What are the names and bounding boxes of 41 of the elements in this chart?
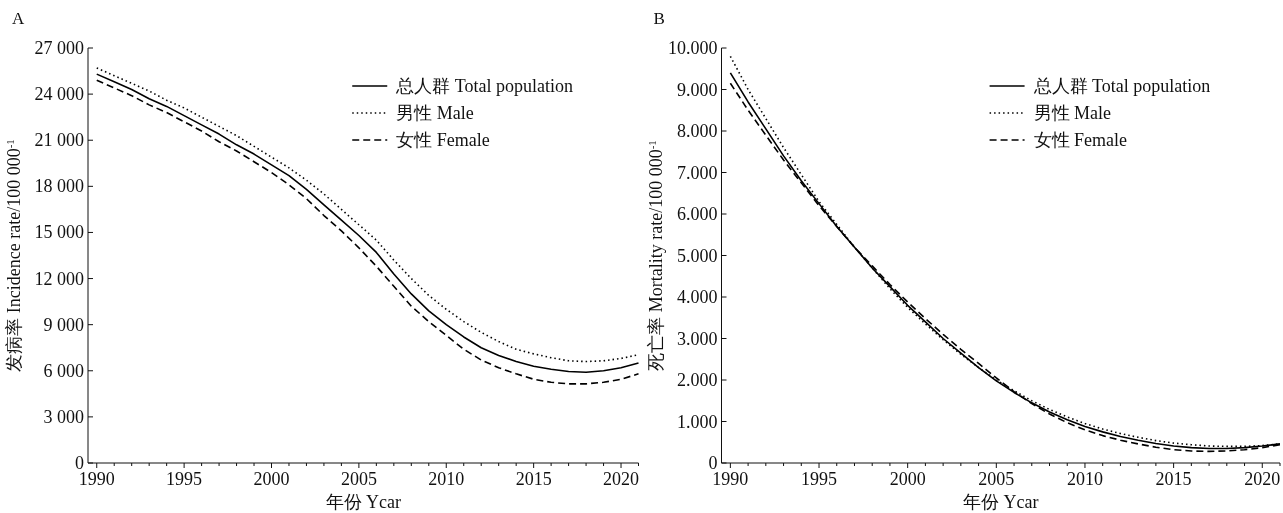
x-tick-label: 1995 xyxy=(166,469,203,489)
y-tick-label: 9.000 xyxy=(677,79,718,100)
legend-label: 女性 Female xyxy=(396,130,490,150)
x-tick-label: 2005 xyxy=(340,469,377,489)
x-tick-label: 2015 xyxy=(1155,469,1192,489)
y-tick-label: 3.000 xyxy=(677,328,718,349)
y-tick-label: 10.000 xyxy=(668,38,718,58)
x-tick-label: 2000 xyxy=(253,469,290,489)
legend-label: 总人群 Total population xyxy=(1032,76,1211,96)
y-tick-label: 9 000 xyxy=(43,314,84,335)
y-tick-label: 5.000 xyxy=(677,245,718,266)
y-tick-label: 4.000 xyxy=(677,287,718,307)
x-tick-label: 2020 xyxy=(603,469,640,489)
x-tick-label: 2010 xyxy=(1066,469,1103,489)
y-tick-label: 2.000 xyxy=(677,370,718,390)
x-tick-label: 2000 xyxy=(889,469,926,489)
y-tick-label: 1.000 xyxy=(677,411,718,432)
x-tick-label: 2015 xyxy=(515,469,552,489)
x-tick-label: 2020 xyxy=(1244,469,1281,489)
y-tick-label: 12 000 xyxy=(34,268,84,289)
legend-label: 女性 Female xyxy=(1033,130,1128,150)
x-axis-title: 年份 Ycar xyxy=(963,492,1039,512)
chart-title: B xyxy=(653,9,665,28)
y-tick-label: 18 000 xyxy=(34,176,84,197)
y-tick-label: 24 000 xyxy=(34,84,84,105)
y-tick-label: 6.000 xyxy=(677,204,718,224)
y-tick-label: 3 000 xyxy=(43,406,84,427)
x-tick-label: 1995 xyxy=(801,469,838,489)
y-tick-label: 8.000 xyxy=(677,121,718,141)
y-tick-label: 27 000 xyxy=(34,38,84,58)
x-tick-label: 2005 xyxy=(978,469,1015,489)
y-tick-label: 7.000 xyxy=(677,162,718,183)
y-tick-label: 6 000 xyxy=(43,360,84,381)
legend-label: 男性 Male xyxy=(1033,103,1112,123)
x-tick-label: 2010 xyxy=(428,469,465,489)
legend-label: 总人群 Total population xyxy=(395,76,573,96)
chart-title: A xyxy=(12,9,25,28)
y-tick-label: 15 000 xyxy=(34,222,84,243)
x-axis-title: 年份 Ycar xyxy=(325,492,401,512)
legend-label: 男性 Male xyxy=(396,103,474,123)
y-tick-label: 21 000 xyxy=(34,130,84,151)
